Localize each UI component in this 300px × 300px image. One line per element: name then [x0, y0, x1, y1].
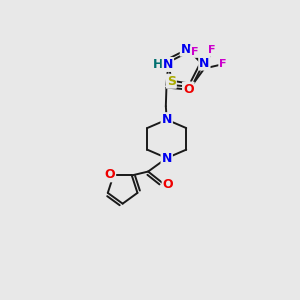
Text: N: N — [161, 113, 172, 126]
Text: N: N — [163, 58, 173, 71]
Text: O: O — [183, 82, 194, 96]
Text: O: O — [104, 168, 115, 181]
Text: F: F — [191, 47, 198, 57]
Text: O: O — [163, 178, 173, 191]
Text: H: H — [153, 58, 164, 71]
Text: F: F — [208, 46, 215, 56]
Text: N: N — [199, 57, 210, 70]
Text: N: N — [161, 152, 172, 165]
Text: S: S — [167, 75, 176, 88]
Text: N: N — [181, 43, 191, 56]
Text: F: F — [219, 59, 227, 69]
